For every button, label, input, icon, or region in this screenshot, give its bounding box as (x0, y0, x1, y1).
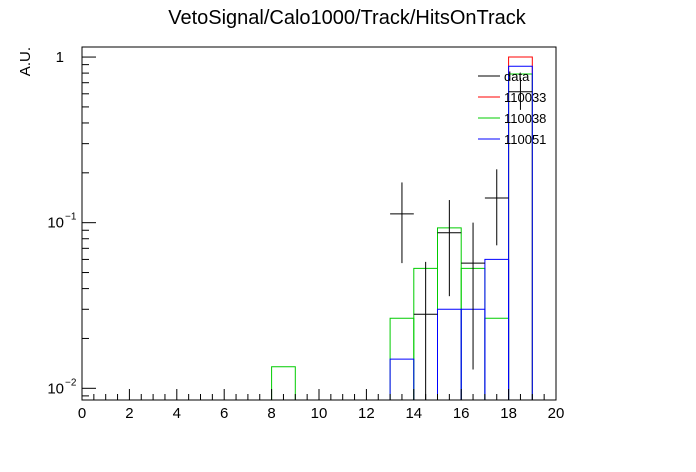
data-point (484, 169, 509, 246)
y-tick-exponent: −1 (65, 212, 77, 223)
histogram-bar (437, 308, 462, 400)
chart-title: VetoSignal/Calo1000/Track/HitsOnTrack (168, 7, 527, 29)
x-tick-label: 8 (267, 405, 275, 422)
data-point (390, 182, 414, 264)
legend-entry: 110038 (478, 111, 546, 126)
y-tick-exponent: −2 (65, 377, 77, 388)
data-point (437, 200, 462, 297)
x-tick-label: 4 (173, 405, 181, 422)
legend-label: data (504, 69, 530, 84)
data-point (508, 77, 533, 110)
histogram-bar (389, 358, 415, 400)
histogram-bar (508, 65, 533, 400)
data-points-layer (390, 77, 533, 400)
y-tick-label: 10 (47, 380, 64, 397)
data-point (461, 222, 485, 370)
legend-label: 110038 (504, 111, 546, 126)
series-110051 (389, 65, 533, 400)
legend: data 110033 110038 110051 (478, 69, 546, 147)
x-tick-label: 6 (220, 405, 228, 422)
x-tick-label: 20 (548, 405, 565, 422)
x-tick-label: 2 (125, 405, 133, 422)
x-tick-label: 14 (405, 405, 422, 422)
histogram-bar (484, 317, 510, 400)
y-axis-label: A.U. (17, 47, 34, 76)
x-tick-label: 18 (500, 405, 517, 422)
data-point (413, 261, 438, 400)
legend-entry: 110033 (478, 90, 546, 105)
legend-entry: data (478, 69, 530, 84)
y-tick-label: 1 (56, 49, 64, 66)
x-tick-label: 0 (78, 405, 86, 422)
histogram-bar (271, 366, 296, 400)
legend-label: 110033 (504, 90, 546, 105)
x-tick-label: 12 (358, 405, 375, 422)
histogram-bar (484, 258, 510, 400)
legend-entry: 110051 (478, 132, 546, 147)
x-tick-label: 16 (453, 405, 470, 422)
legend-label: 110051 (504, 132, 546, 147)
x-tick-label: 10 (311, 405, 328, 422)
y-tick-label: 10 (47, 215, 64, 232)
